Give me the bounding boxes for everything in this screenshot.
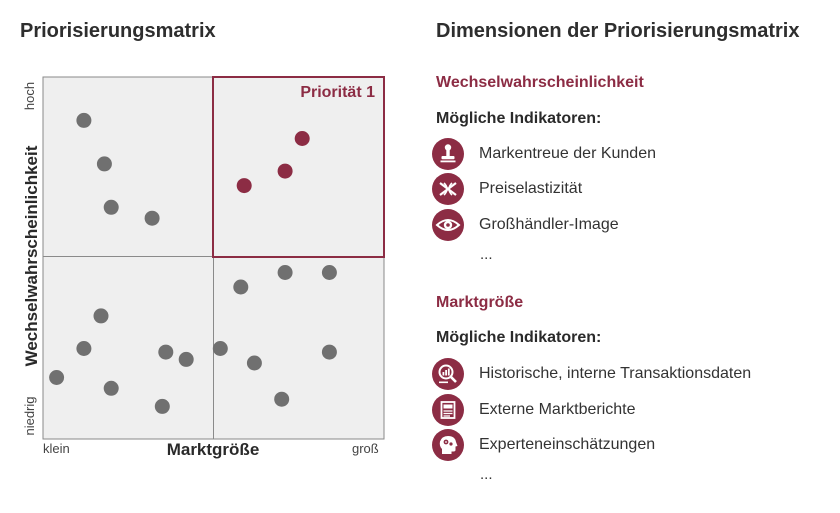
priority-data-point [277, 163, 293, 179]
y-axis-low-label: niedrig [22, 396, 37, 436]
data-point [158, 344, 174, 360]
eye-icon [432, 209, 464, 241]
indicator-label: Historische, interne Transaktionsdaten [479, 365, 752, 382]
priority-label: Priorität 1 [300, 84, 375, 101]
data-point [76, 112, 92, 128]
dimensions-title: Dimensionen der Priorisierungsmatrix [436, 20, 800, 42]
data-point [96, 156, 112, 172]
indicator-row: Externe Marktberichte [432, 394, 636, 426]
indicator-row: Preiselastizität [432, 173, 582, 205]
data-point [76, 341, 92, 356]
elasticity-icon [432, 173, 464, 205]
more-indicators: ... [480, 246, 493, 263]
expert-head-icon [432, 429, 464, 461]
indicator-label: Experteneinschätzungen [479, 436, 656, 453]
x-axis-high-label: groß [352, 441, 379, 456]
indicator-row: Markentreue der Kunden [432, 138, 656, 170]
report-icon [432, 394, 464, 426]
priority-data-point [236, 178, 252, 194]
priority-matrix: Priorität 1 [42, 76, 385, 440]
data-point [49, 370, 65, 385]
data-point [103, 380, 119, 396]
indicator-label: Markentreue der Kunden [479, 145, 656, 162]
matrix-title: Priorisierungsmatrix [20, 20, 216, 42]
data-point [321, 344, 337, 360]
indicator-label: Externe Marktberichte [479, 401, 636, 418]
x-axis-low-label: klein [43, 441, 70, 456]
data-analysis-icon [432, 358, 464, 390]
x-axis-title: Marktgröße [166, 440, 260, 459]
data-point [93, 308, 109, 324]
indicator-label: Großhändler-Image [479, 216, 619, 233]
section-subheading: Mögliche Indikatoren: [436, 329, 602, 346]
indicator-row: Experteneinschätzungen [432, 429, 655, 461]
indicator-label: Preiselastizität [479, 180, 583, 197]
indicator-row: Großhändler-Image [432, 209, 619, 241]
y-axis-high-label: hoch [22, 81, 37, 111]
data-point [277, 265, 293, 280]
data-point [233, 279, 249, 295]
data-point [212, 341, 228, 356]
section-heading-market-size: Marktgröße [436, 294, 524, 311]
priority-quadrant [212, 76, 385, 258]
data-point [246, 355, 262, 371]
priority-data-point [294, 131, 310, 146]
data-points [49, 112, 337, 414]
data-point [144, 210, 160, 226]
data-point [103, 199, 119, 215]
stamp-icon [432, 138, 464, 170]
data-point [274, 391, 290, 407]
more-indicators: ... [480, 466, 493, 483]
data-point [154, 398, 170, 414]
data-point [178, 351, 194, 367]
data-point [321, 265, 337, 280]
section-subheading: Mögliche Indikatoren: [436, 110, 602, 127]
y-axis-title: Wechselwahrscheinlichkeit [22, 145, 41, 367]
section-heading-switch-probability: Wechselwahrscheinlichkeit [436, 74, 644, 91]
indicator-row: Historische, interne Transaktionsdaten [432, 358, 751, 390]
